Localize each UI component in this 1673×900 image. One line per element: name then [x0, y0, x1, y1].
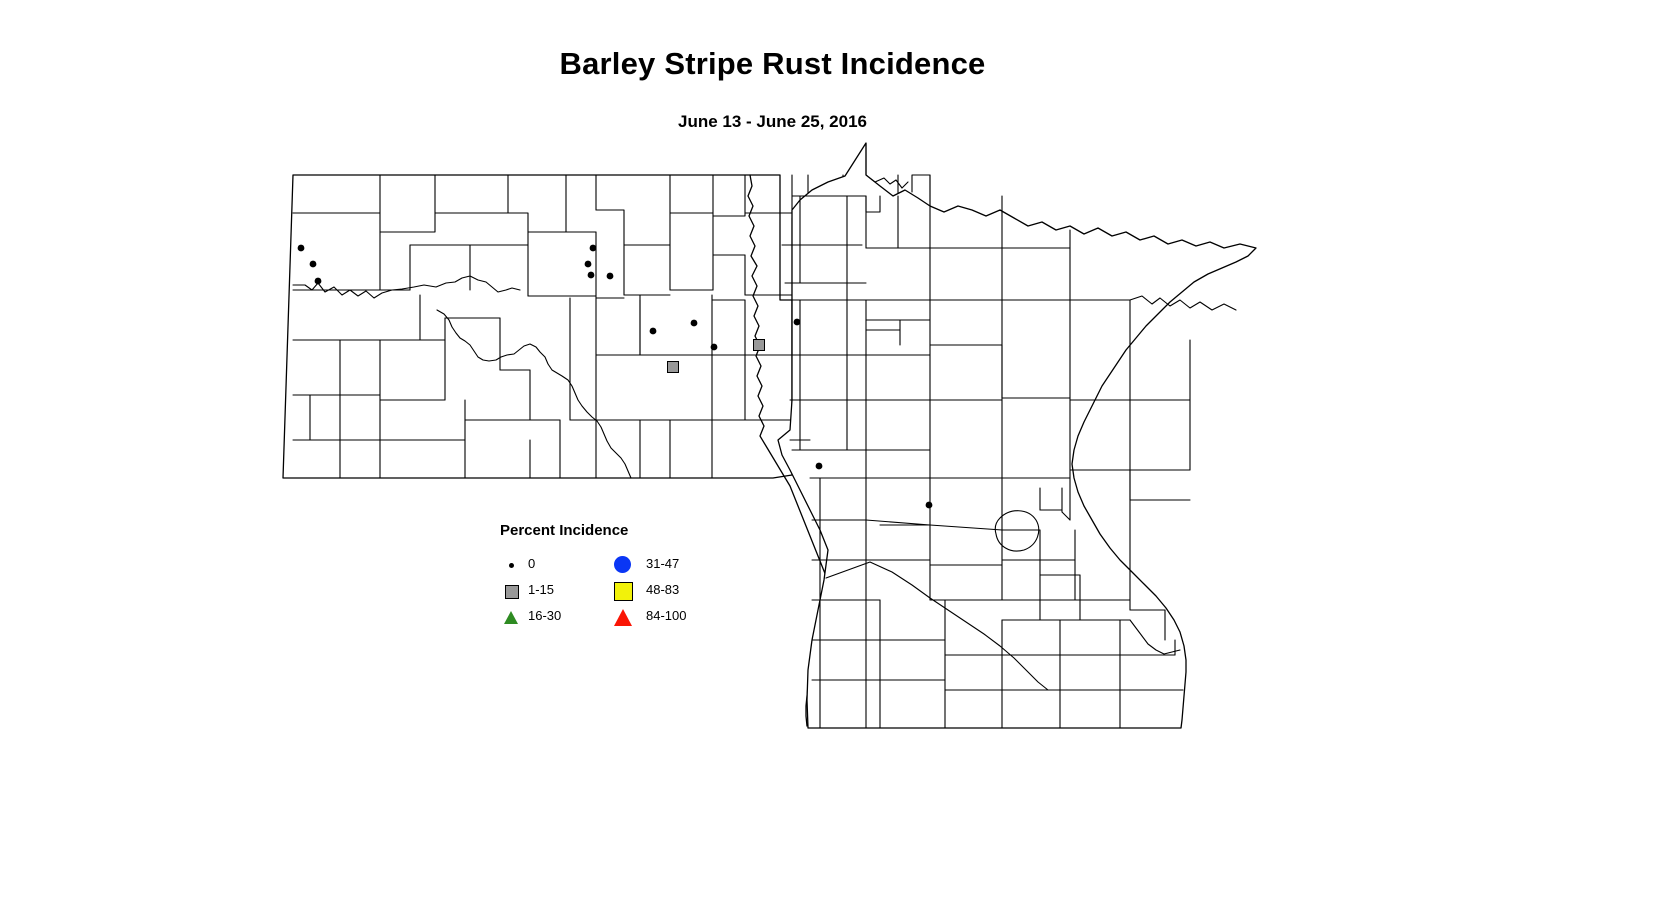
legend-label-0: 0: [528, 556, 536, 571]
data-point-0[interactable]: [606, 272, 614, 280]
legend-label-84-100: 84-100: [646, 608, 687, 623]
gray-square-icon: [500, 580, 524, 602]
legend-title: Percent Incidence: [500, 522, 629, 539]
data-point-0[interactable]: [925, 501, 933, 509]
data-point-0[interactable]: [314, 277, 322, 285]
county-boundaries: [282, 142, 1257, 729]
data-point-0[interactable]: [815, 462, 823, 470]
legend: Percent Incidence 0 1-15 16-30: [500, 522, 740, 642]
legend-label-31-47: 31-47: [646, 556, 680, 571]
red-triangle-icon: [612, 606, 636, 628]
data-point-1-15[interactable]: [753, 339, 765, 351]
data-point-0[interactable]: [584, 260, 592, 268]
data-point-0[interactable]: [309, 260, 317, 268]
yellow-square-icon: [612, 580, 636, 602]
green-triangle-icon: [500, 606, 524, 628]
data-point-0[interactable]: [649, 327, 657, 335]
data-point-0[interactable]: [587, 271, 595, 279]
black-dot-icon: [500, 554, 524, 576]
blue-circle-icon: [612, 554, 636, 576]
legend-label-16-30: 16-30: [528, 608, 562, 623]
legend-label-1-15: 1-15: [528, 582, 555, 597]
data-point-0[interactable]: [793, 318, 801, 326]
data-point-0[interactable]: [589, 244, 597, 252]
legend-label-48-83: 48-83: [646, 582, 680, 597]
data-point-0[interactable]: [690, 319, 698, 327]
page-title: Barley Stripe Rust Incidence: [559, 46, 986, 81]
data-point-0[interactable]: [297, 244, 305, 252]
incidence-data-points: [297, 244, 933, 509]
data-point-1-15[interactable]: [667, 361, 679, 373]
page-subtitle: June 13 - June 25, 2016: [678, 112, 867, 131]
data-point-0[interactable]: [710, 343, 718, 351]
